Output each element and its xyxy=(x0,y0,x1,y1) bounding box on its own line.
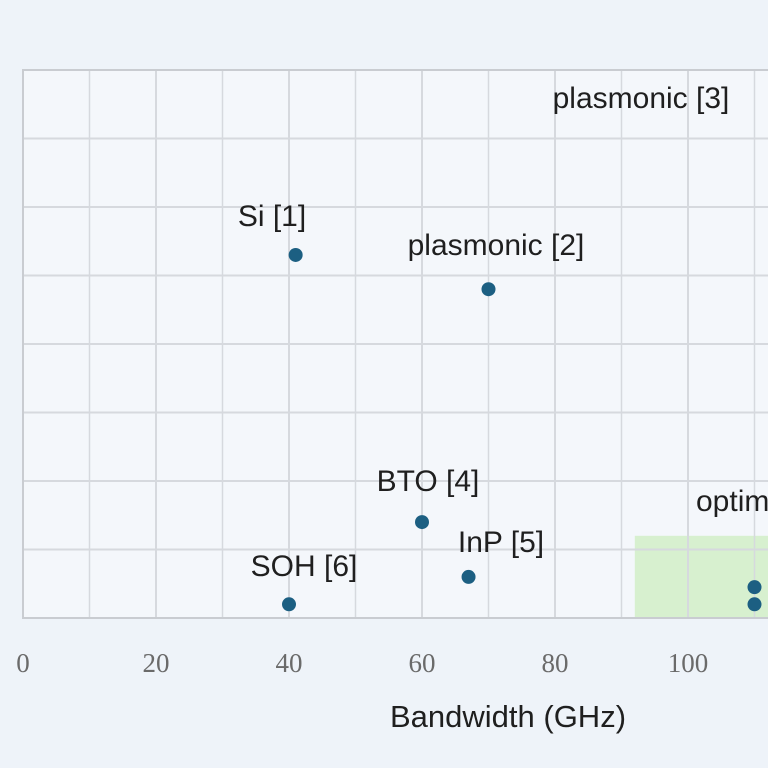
data-point xyxy=(747,580,762,595)
data-point xyxy=(415,515,429,530)
point-label: BTO [4] xyxy=(377,465,480,498)
x-tick-label: 100 xyxy=(668,648,709,678)
data-point xyxy=(288,247,303,262)
point-label: plasmonic [3] xyxy=(553,82,730,115)
data-point xyxy=(282,597,296,612)
region-label: optim xyxy=(696,485,768,518)
grid-layer xyxy=(22,69,768,619)
plot-frame xyxy=(22,69,768,619)
data-point xyxy=(481,282,496,297)
data-point xyxy=(461,569,476,584)
labels-layer: Si [1] plasmonic [2] plasmonic [3] BTO [4] I… xyxy=(238,82,768,583)
x-tick-label: 40 xyxy=(276,648,303,678)
x-tick-label: 0 xyxy=(16,648,30,678)
x-axis-label: Bandwidth (GHz) xyxy=(390,699,626,734)
x-tick-label: 60 xyxy=(409,648,436,678)
point-label: plasmonic [2] xyxy=(408,229,585,262)
point-label: Si [1] xyxy=(238,200,306,233)
x-tick-labels: 0 20 40 60 80 100 xyxy=(16,648,708,678)
points-layer xyxy=(282,247,762,612)
point-label: InP [5] xyxy=(458,526,544,559)
data-point xyxy=(747,597,762,612)
point-label: SOH [6] xyxy=(251,550,358,583)
x-tick-label: 80 xyxy=(542,648,569,678)
x-tick-label: 20 xyxy=(143,648,170,678)
